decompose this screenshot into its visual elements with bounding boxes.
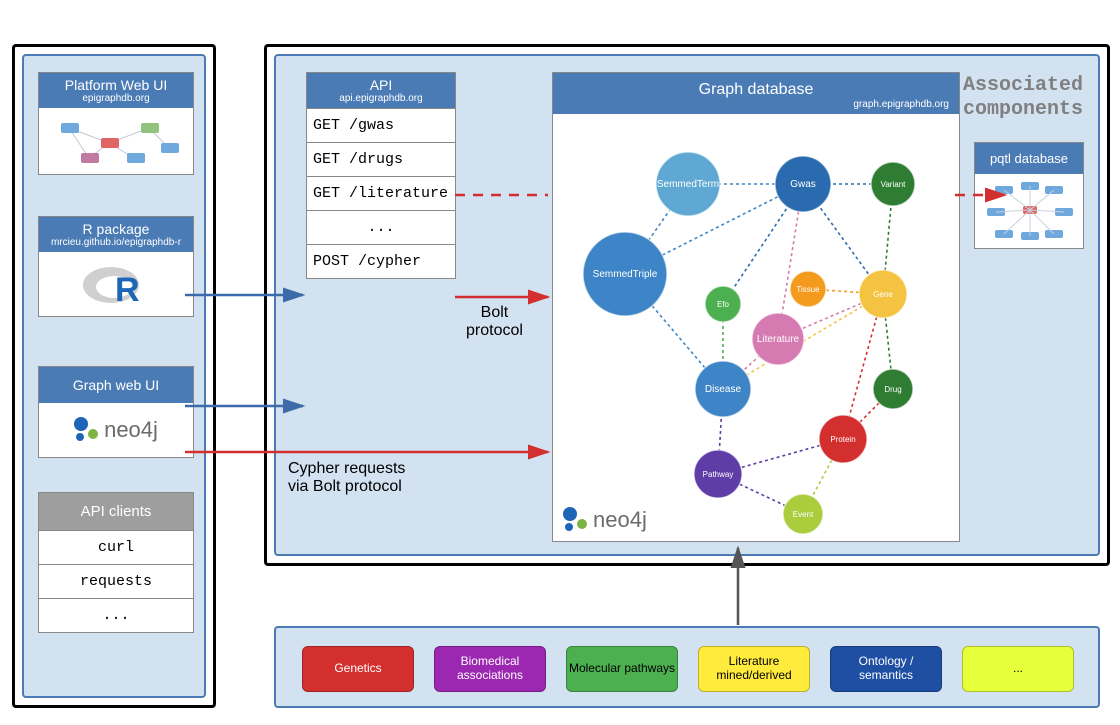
rpackage-panel: R package mrcieu.github.io/epigraphdb-r … xyxy=(38,216,194,317)
graphdb-sub: graph.epigraphdb.org xyxy=(557,99,955,110)
category-box: ... xyxy=(962,646,1074,692)
pqtl-title: pqtl database xyxy=(990,151,1068,166)
platform-title: Platform Web UI xyxy=(65,77,167,93)
r-logo: R xyxy=(81,259,151,309)
platform-head: Platform Web UI epigraphdb.org xyxy=(39,73,193,108)
endpoint: GET /drugs xyxy=(307,142,455,176)
apiclients-panel: API clients curl requests ... xyxy=(38,492,194,633)
rpackage-sub: mrcieu.github.io/epigraphdb-r xyxy=(41,237,191,248)
svg-text:Pathway: Pathway xyxy=(703,470,734,479)
graphdb-title: Graph database xyxy=(699,81,814,98)
assoc-l1: Associated xyxy=(963,74,1083,97)
svg-text:Protein: Protein xyxy=(830,435,855,444)
endpoint: GET /literature xyxy=(307,176,455,210)
platform-sub: epigraphdb.org xyxy=(41,93,191,104)
graphui-head: Graph web UI xyxy=(39,367,193,403)
svg-text:Gwas: Gwas xyxy=(790,179,816,190)
svg-text:SemmedTerm: SemmedTerm xyxy=(657,179,719,190)
neo4j-text: neo4j xyxy=(104,417,158,443)
graphui-title: Graph web UI xyxy=(73,377,159,393)
svg-text:Drug: Drug xyxy=(884,385,901,394)
assoc-l2: components xyxy=(963,98,1083,121)
svg-text:Literature: Literature xyxy=(757,334,800,345)
platform-thumb-svg xyxy=(39,108,195,174)
graphui-panel: Graph web UI neo4j xyxy=(38,366,194,458)
categories-box: Genetics Biomedical associations Molecular… xyxy=(274,626,1100,708)
apiclients-head: API clients xyxy=(39,493,193,530)
endpoint: POST /cypher xyxy=(307,244,455,278)
rpackage-head: R package mrcieu.github.io/epigraphdb-r xyxy=(39,217,193,252)
platform-thumb xyxy=(39,108,193,174)
neo4j-logo: neo4j xyxy=(74,417,158,443)
svg-text:Variant: Variant xyxy=(881,180,907,189)
pqtl-head: pqtl database xyxy=(975,143,1083,174)
endpoint: GET /gwas xyxy=(307,108,455,142)
endpoint: ... xyxy=(307,210,455,244)
cypher-label: Cypher requests via Bolt protocol xyxy=(288,460,405,496)
svg-text:Disease: Disease xyxy=(705,384,742,395)
svg-text:R: R xyxy=(115,271,140,309)
category-box: Molecular pathways xyxy=(566,646,678,692)
graphdb-head: Graph database graph.epigraphdb.org xyxy=(553,73,959,114)
category-box: Biomedical associations xyxy=(434,646,546,692)
api-panel: API api.epigraphdb.org GET /gwas GET /dr… xyxy=(306,72,456,279)
r-logo-box: R xyxy=(39,252,193,316)
svg-text:SemmedTriple: SemmedTriple xyxy=(593,269,658,280)
client-item: curl xyxy=(39,530,193,564)
associated-title: Associated components xyxy=(960,74,1086,122)
neo4j-box: neo4j xyxy=(39,403,193,457)
client-item: requests xyxy=(39,564,193,598)
graphdb-svg: SemmedTerm SemmedTriple Gwas Variant Efo Tiss… xyxy=(553,114,961,534)
graphdb-panel: Graph database graph.epigraphdb.org Semm… xyxy=(552,72,960,542)
api-title: API xyxy=(370,77,393,93)
api-head: API api.epigraphdb.org xyxy=(307,73,455,108)
svg-text:Tissue: Tissue xyxy=(796,285,820,294)
api-sub: api.epigraphdb.org xyxy=(309,93,453,104)
category-box: Genetics xyxy=(302,646,414,692)
category-box: Ontology / semantics xyxy=(830,646,942,692)
apiclients-title: API clients xyxy=(81,503,152,520)
pqtl-panel: pqtl database xyxy=(974,142,1084,249)
neo4j-logo-graph: neo4j xyxy=(563,507,647,533)
svg-text:Efo: Efo xyxy=(717,300,730,309)
category-box: Literature mined/derived xyxy=(698,646,810,692)
svg-text:Event: Event xyxy=(793,510,814,519)
left-pale: Platform Web UI epigraphdb.org R packag xyxy=(22,54,206,698)
platform-panel: Platform Web UI epigraphdb.org xyxy=(38,72,194,175)
rpackage-title: R package xyxy=(83,221,150,237)
pqtl-thumb xyxy=(975,174,1083,248)
bolt-label: Bolt protocol xyxy=(466,304,523,340)
client-item: ... xyxy=(39,598,193,632)
svg-text:Gene: Gene xyxy=(873,290,893,299)
